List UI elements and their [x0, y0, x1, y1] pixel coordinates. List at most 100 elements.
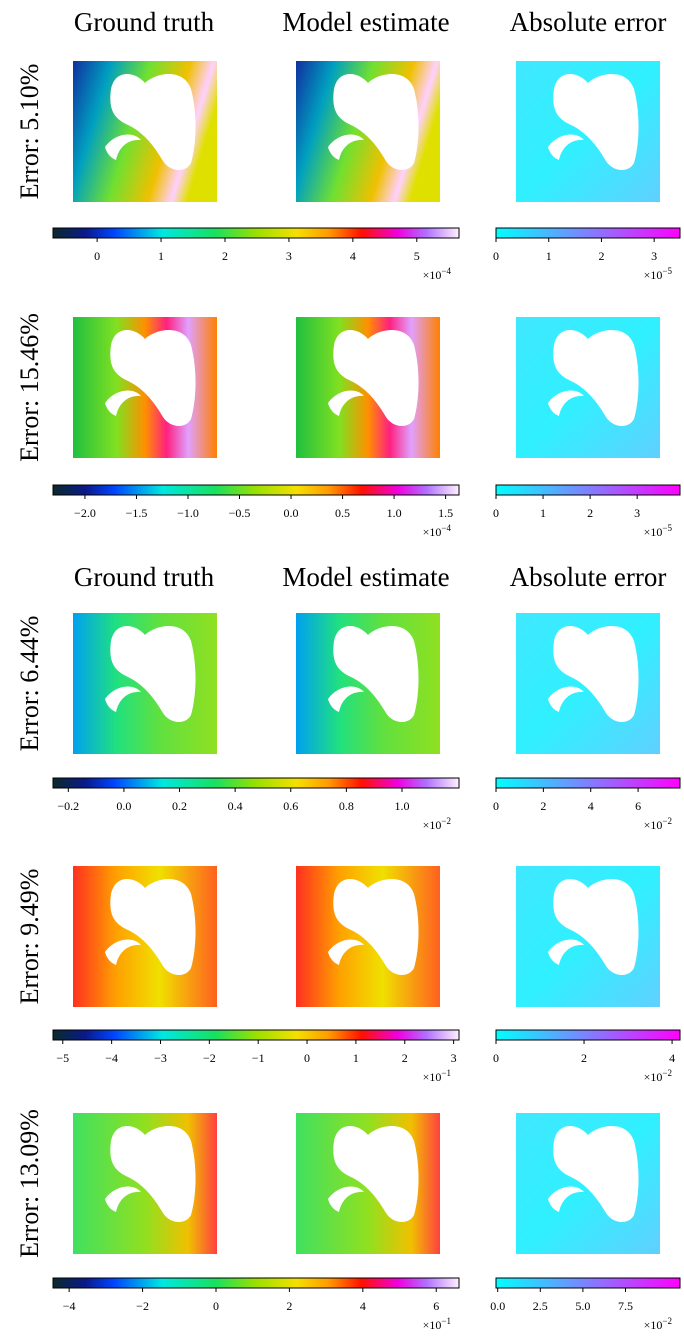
multiplier: ×10−5 [644, 523, 673, 539]
tick-label: 7.5 [618, 1299, 633, 1313]
tick-label: 0.8 [339, 799, 354, 813]
field-panel [73, 1113, 217, 1254]
row-label: Error: 15.46% [15, 313, 44, 462]
obstacle [328, 939, 364, 965]
tick-label: 4 [360, 1299, 366, 1313]
multiplier: ×10−4 [423, 523, 452, 539]
tick-label: 3 [451, 1051, 457, 1065]
field-panel [296, 61, 440, 202]
multiplier-exponent: −1 [441, 1068, 451, 1078]
colorbar [52, 1277, 460, 1289]
multiplier-exponent: −2 [662, 1316, 672, 1326]
obstacle [548, 134, 584, 160]
obstacle [110, 625, 196, 722]
field-panel [516, 613, 660, 754]
multiplier-exponent: −5 [662, 523, 672, 533]
obstacle [553, 625, 639, 722]
obstacle [328, 1186, 364, 1212]
tick-label: 0.2 [172, 799, 187, 813]
colorbar [495, 1277, 681, 1289]
multiplier-base: ×10 [423, 268, 442, 282]
obstacle [333, 73, 419, 170]
colorbar [495, 1029, 681, 1041]
obstacle [548, 939, 584, 965]
obstacle [548, 686, 584, 712]
multiplier-base: ×10 [423, 1318, 442, 1332]
multiplier-exponent: −4 [441, 523, 451, 533]
obstacle [333, 878, 419, 975]
tick-label: 2 [598, 249, 604, 263]
multiplier: ×10−2 [644, 1316, 672, 1332]
field-panel [296, 1113, 440, 1254]
multiplier: ×10−1 [423, 1068, 451, 1084]
row-label: Error: 13.09% [15, 1109, 44, 1258]
tick-label: 0 [493, 1051, 499, 1065]
tick-label: −2 [203, 1051, 216, 1065]
multiplier: ×10−2 [644, 816, 672, 832]
colorbar [52, 484, 460, 496]
colorbar [52, 1029, 460, 1041]
obstacle [553, 329, 639, 426]
multiplier-base: ×10 [644, 1070, 663, 1084]
tick-label: 0 [493, 506, 499, 520]
obstacle [548, 390, 584, 416]
tick-label: 0 [493, 799, 499, 813]
multiplier-base: ×10 [423, 1070, 442, 1084]
field-panel [296, 866, 440, 1007]
multiplier-exponent: −4 [441, 266, 451, 276]
field-panel [73, 61, 217, 202]
tick-label: −0.5 [229, 506, 251, 520]
obstacle [110, 329, 196, 426]
multiplier: ×10−2 [423, 816, 451, 832]
obstacle [105, 686, 141, 712]
obstacle [110, 878, 196, 975]
column-header: Model estimate [282, 7, 449, 37]
obstacle [553, 1125, 639, 1222]
multiplier-exponent: −2 [662, 1068, 672, 1078]
tick-label: −1 [252, 1051, 265, 1065]
colorbar [495, 484, 681, 496]
colorbar [495, 777, 681, 789]
field-panel [73, 317, 217, 458]
tick-label: 0 [94, 249, 100, 263]
obstacle [553, 73, 639, 170]
tick-label: 0.4 [228, 799, 243, 813]
tick-label: 2.5 [533, 1299, 548, 1313]
tick-label: 2 [587, 506, 593, 520]
tick-label: −5 [56, 1051, 69, 1065]
tick-label: 5.0 [575, 1299, 590, 1313]
tick-label: 2 [222, 249, 228, 263]
obstacle [333, 625, 419, 722]
multiplier: ×10−2 [644, 1068, 672, 1084]
tick-label: −1.0 [177, 506, 199, 520]
field-panel [296, 613, 440, 754]
multiplier: ×10−5 [644, 266, 673, 282]
row-label: Error: 9.49% [15, 869, 44, 1005]
multiplier-base: ×10 [644, 268, 663, 282]
tick-label: 0.0 [116, 799, 131, 813]
obstacle [328, 686, 364, 712]
field-panel [73, 613, 217, 754]
tick-label: 5 [414, 249, 420, 263]
obstacle [333, 1125, 419, 1222]
tick-label: 0 [213, 1299, 219, 1313]
tick-label: 0.5 [335, 506, 350, 520]
tick-label: −4 [105, 1051, 118, 1065]
tick-label: −2 [136, 1299, 149, 1313]
colorbar [495, 227, 681, 239]
obstacle [553, 878, 639, 975]
obstacle [105, 390, 141, 416]
row-label: Error: 5.10% [15, 64, 44, 200]
multiplier: ×10−4 [423, 266, 452, 282]
tick-label: 1 [353, 1051, 359, 1065]
tick-label: 6 [635, 799, 641, 813]
field-panel [516, 1113, 660, 1254]
column-header: Ground truth [74, 7, 215, 37]
multiplier: ×10−1 [423, 1316, 451, 1332]
tick-label: 6 [433, 1299, 439, 1313]
tick-label: 1 [546, 249, 552, 263]
multiplier-exponent: −1 [441, 1316, 451, 1326]
obstacle [105, 134, 141, 160]
multiplier-exponent: −5 [662, 266, 672, 276]
tick-label: 4 [669, 1051, 675, 1065]
